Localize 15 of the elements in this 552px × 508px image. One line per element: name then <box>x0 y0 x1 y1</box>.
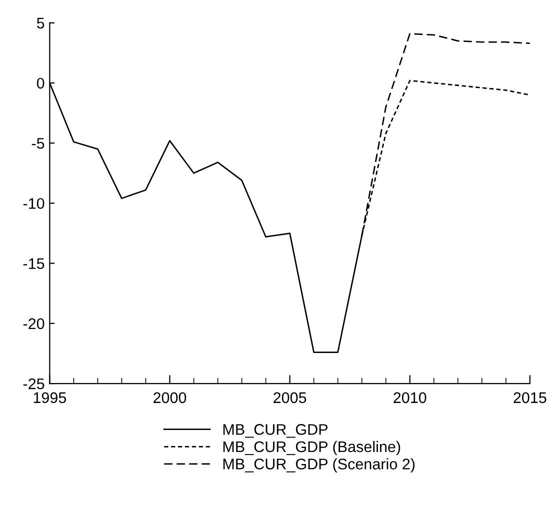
x-tick-label: 2005 <box>274 392 306 404</box>
x-tick-label: 2015 <box>514 392 546 404</box>
y-tick-label: -20 <box>23 318 44 330</box>
y-tick-label: 5 <box>36 18 44 29</box>
x-tick-label: 2010 <box>394 392 426 404</box>
legend-label: MB_CUR_GDP (Scenario 2) <box>223 458 415 472</box>
x-tick-label: 2000 <box>154 392 186 404</box>
legend-label: MB_CUR_GDP (Baseline) <box>223 440 400 456</box>
x-tick-label: 1995 <box>34 392 66 404</box>
y-tick-label: -10 <box>23 198 44 209</box>
y-tick-label: 0 <box>36 78 44 89</box>
y-tick-label: -5 <box>32 138 44 149</box>
y-tick-label: -15 <box>23 258 44 269</box>
legend-label: MB_CUR_GDP <box>223 424 328 438</box>
y-tick-label: -25 <box>23 378 44 390</box>
